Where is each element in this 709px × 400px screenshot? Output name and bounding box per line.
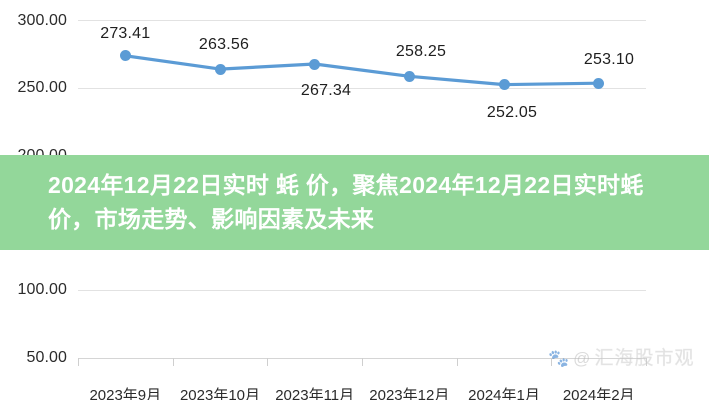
x-axis-tick: [646, 358, 647, 366]
x-axis-category-label: 2023年11月: [275, 387, 355, 400]
y-axis-tick-label: 250.00: [17, 79, 67, 96]
gridline-250: [78, 87, 646, 89]
data-point-marker[interactable]: [498, 79, 510, 91]
data-point-label: 267.34: [300, 82, 352, 99]
y-axis-tick-label: 300.00: [17, 12, 67, 29]
x-axis-category-label: 2024年1月: [468, 387, 540, 400]
x-axis-category-label: 2023年12月: [369, 387, 450, 400]
data-point-label: 273.41: [100, 25, 151, 42]
y-axis-tick-label: 50.00: [26, 349, 67, 366]
gridline-100: [78, 290, 646, 292]
data-point-marker[interactable]: [403, 70, 415, 82]
data-point-marker[interactable]: [214, 63, 226, 75]
x-axis-tick: [456, 358, 458, 366]
data-point-label: 253.10: [583, 51, 635, 68]
x-axis-category-label: 2024年2月: [562, 387, 635, 400]
data-point-marker[interactable]: [309, 58, 321, 70]
x-axis-tick: [78, 358, 79, 366]
x-axis-tick: [362, 358, 363, 366]
x-axis-category-label: 2023年9月: [89, 387, 162, 400]
y-axis-tick-label: 100.00: [17, 281, 67, 298]
series-line: [123, 54, 601, 87]
x-axis-category-label: 2023年10月: [179, 387, 261, 400]
data-point-marker[interactable]: [119, 50, 131, 62]
x-axis-tick: [551, 358, 553, 366]
data-point-label: 258.25: [395, 43, 447, 60]
headline-overlay-text: 2024年12月22日实时 蚝 价，聚焦2024年12月22日实时蚝价，市场走势…: [48, 172, 644, 232]
x-axis-tick: [172, 358, 174, 366]
data-point-marker[interactable]: [593, 77, 605, 89]
x-axis-tick: [267, 358, 269, 366]
data-point-label: 252.05: [486, 104, 538, 121]
data-point-label: 263.56: [198, 36, 250, 53]
headline-overlay-banner: 2024年12月22日实时 蚝 价，聚焦2024年12月22日实时蚝价，市场走势…: [0, 155, 709, 250]
gridline-300: [78, 20, 646, 21]
